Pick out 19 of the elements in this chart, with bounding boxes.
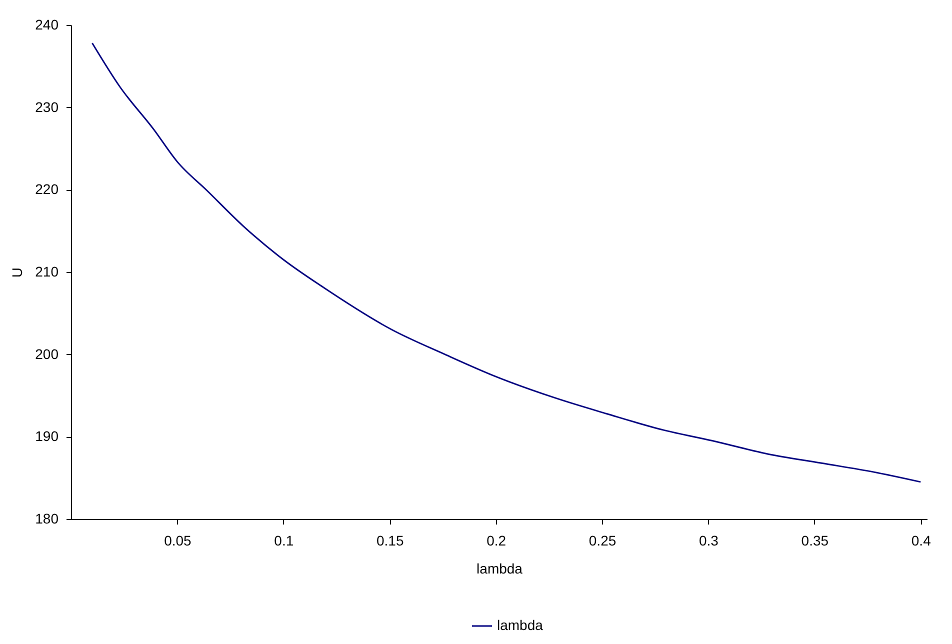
legend-label: lambda xyxy=(497,617,544,633)
x-tick-label: 0.1 xyxy=(274,532,294,548)
y-tick-label: 190 xyxy=(35,428,59,444)
x-tick-label: 0.3 xyxy=(698,532,719,548)
y-tick-label: 230 xyxy=(35,98,59,115)
line-series xyxy=(91,42,922,483)
y-tick-label: 180 xyxy=(35,510,59,526)
x-tick-label: 0.25 xyxy=(588,532,616,548)
y-tick-label: 220 xyxy=(35,181,59,198)
y-tick-label: 240 xyxy=(35,16,59,32)
x-tick-label: 0.2 xyxy=(486,532,506,548)
x-tick-label: 0.15 xyxy=(376,532,404,548)
x-axis-title: lambda xyxy=(476,560,523,576)
x-tick-label: 0.05 xyxy=(164,532,192,548)
x-tick-label: 0.35 xyxy=(801,532,829,548)
y-tick-label: 210 xyxy=(35,264,59,280)
x-tick-label: 0.4 xyxy=(911,532,932,548)
y-tick-label: 200 xyxy=(35,346,59,362)
y-axis-title: U xyxy=(9,267,26,278)
